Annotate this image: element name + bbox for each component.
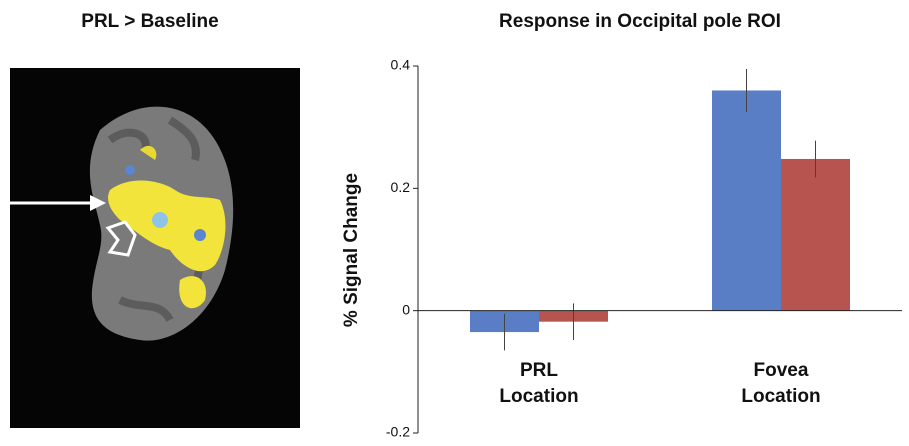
y-tick-label: 0 — [402, 301, 410, 317]
x-tick-label: PRL Location — [499, 360, 579, 407]
brain-image — [10, 68, 300, 428]
bar — [712, 90, 781, 311]
y-axis-label: % Signal Change — [341, 173, 362, 327]
image-title: PRL > Baseline — [81, 11, 218, 32]
y-tick-label: -0.2 — [386, 424, 410, 440]
y-tick-label: 0.4 — [391, 57, 411, 73]
y-tick-label: 0.2 — [391, 179, 411, 195]
bar — [781, 158, 850, 311]
x-tick-label: Fovea Location — [741, 360, 821, 407]
chart-title: Response in Occipital pole ROI — [499, 11, 781, 32]
